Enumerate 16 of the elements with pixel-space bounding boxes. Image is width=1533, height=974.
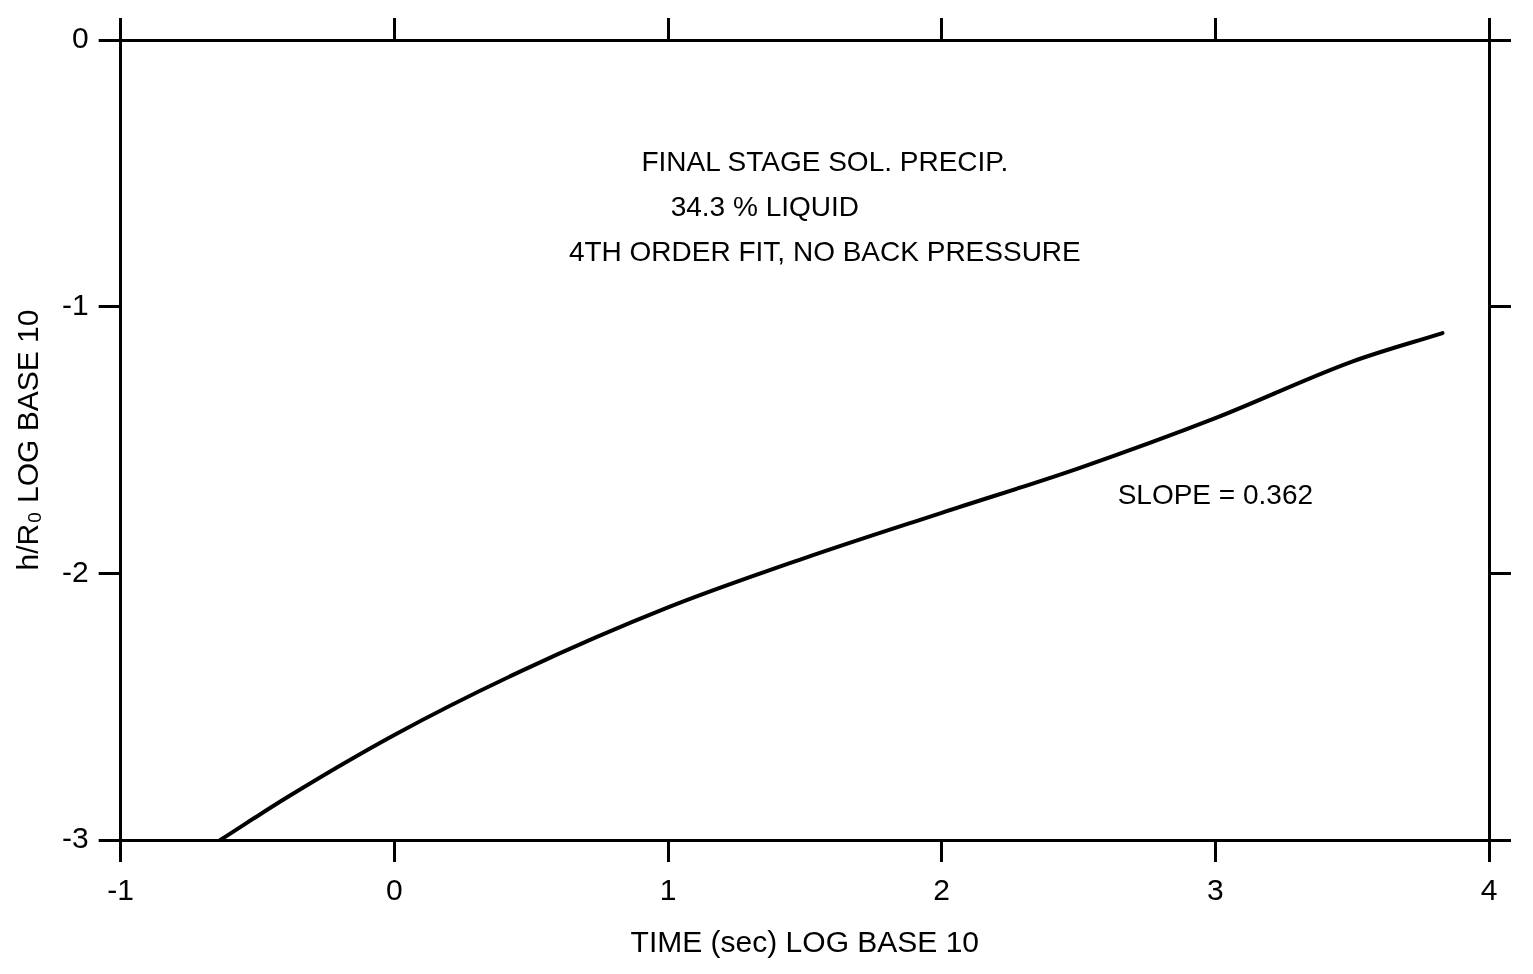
x-axis-title: TIME (sec) LOG BASE 10 — [630, 925, 980, 959]
x-tick-label: 1 — [659, 873, 677, 907]
x-tick-label: 0 — [386, 873, 403, 907]
y-tick-label: -3 — [61, 821, 89, 855]
x-tick-label: 3 — [1206, 873, 1224, 907]
annotation: SLOPE = 0.362 — [1117, 478, 1314, 510]
annotation: FINAL STAGE SOL. PRECIP. — [641, 145, 1009, 177]
y-tick-label: 0 — [71, 21, 89, 55]
annotation: 34.3 % LIQUID — [670, 190, 859, 222]
annotation: 4TH ORDER FIT, NO BACK PRESSURE — [568, 235, 1081, 267]
x-tick-label: -1 — [107, 873, 135, 907]
y-tick-label: -1 — [61, 287, 89, 321]
y-tick-label: -2 — [61, 554, 89, 588]
x-tick-label: 4 — [1480, 873, 1498, 907]
y-axis-title: h/R₀ LOG BASE 10 — [11, 309, 45, 571]
x-tick-label: 2 — [933, 873, 951, 907]
